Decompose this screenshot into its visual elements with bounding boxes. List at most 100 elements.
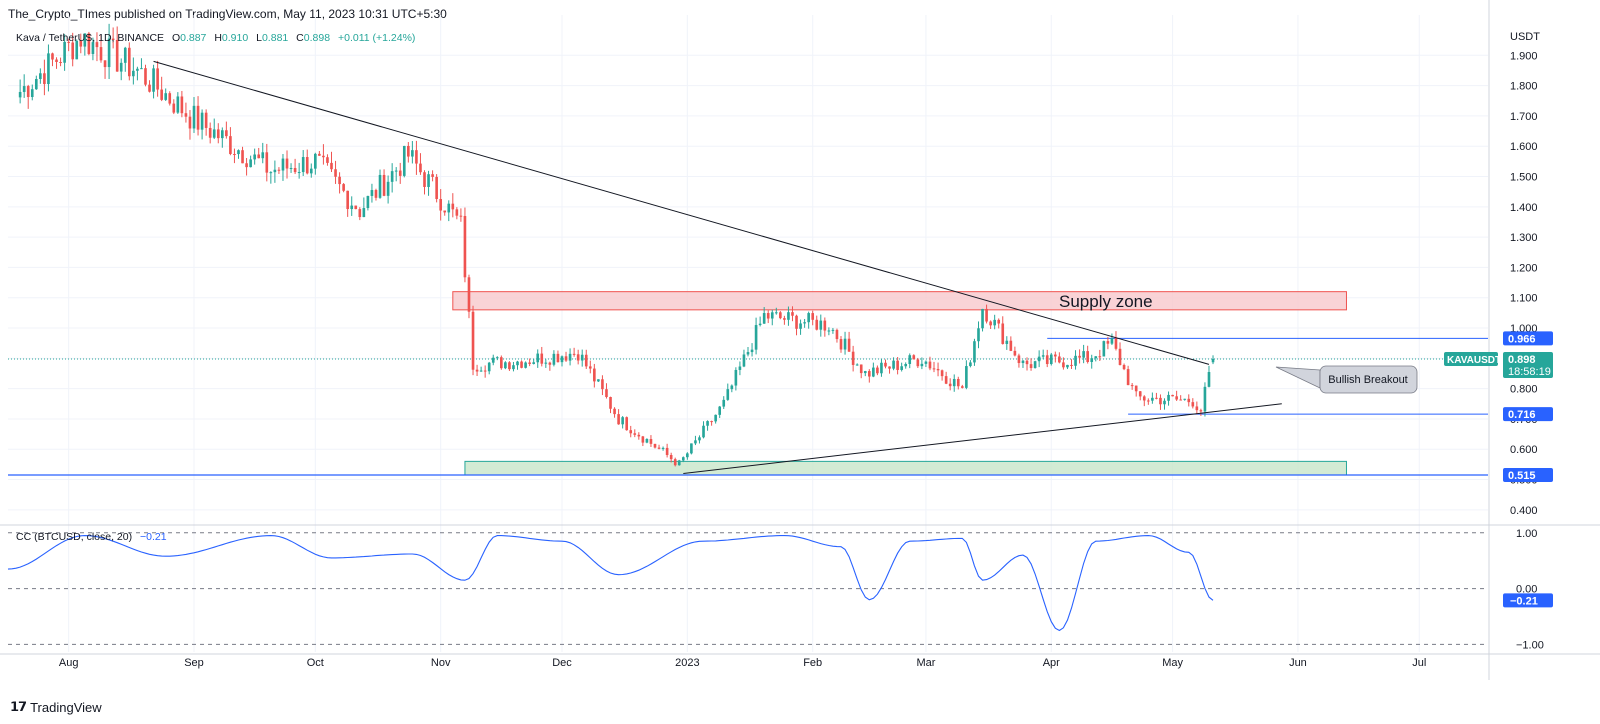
candle-body: [83, 33, 87, 47]
candle-body: [520, 361, 523, 368]
candle-body: [156, 68, 159, 90]
candle-body: [79, 40, 83, 47]
candle-body: [1159, 397, 1162, 405]
candle-body: [289, 168, 293, 170]
axes: USDT 1.900 1.800 1.700 1.600 1.500 1.400 1.300 1…: [0, 0, 1600, 680]
candle-body: [956, 378, 960, 387]
candle-body: [766, 313, 770, 319]
candle-body: [1058, 356, 1061, 363]
candle-body: [221, 130, 224, 139]
candle-body: [774, 312, 778, 314]
candle-body: [932, 368, 936, 370]
candle-body: [783, 318, 786, 320]
candle-body: [1078, 355, 1081, 358]
supply-zone-label: Supply zone: [1059, 292, 1153, 311]
candle-body: [993, 319, 996, 326]
candle-body: [795, 315, 798, 329]
candle-body: [257, 154, 261, 159]
badge-716-text: 0.716: [1508, 409, 1536, 421]
candle-body: [504, 362, 507, 369]
callout-box: [1319, 365, 1418, 394]
badge-515: [1503, 468, 1553, 482]
candle-body: [613, 408, 616, 415]
candle-body: [625, 417, 629, 431]
candle-body: [18, 91, 22, 98]
candle-body: [730, 385, 734, 390]
indicator-pane: [7, 532, 1488, 645]
candle-body: [924, 361, 928, 364]
price-tick-label: 1.500: [1510, 172, 1538, 184]
legend-close: 0.898: [304, 32, 330, 44]
badge-515-text: 0.515: [1508, 470, 1536, 482]
time-tick-label: 2023: [675, 657, 699, 669]
candle-body: [374, 190, 378, 198]
candle-body: [43, 73, 46, 85]
candle-body: [192, 105, 196, 129]
candle-body: [115, 39, 119, 72]
candle-body: [160, 89, 163, 100]
legend-symbol: Kava / TetherUS, 1D, BINANCE: [16, 32, 164, 44]
price-tick-label: 1.100: [1510, 293, 1538, 305]
candle-body: [1074, 355, 1077, 366]
candle-body: [1167, 394, 1170, 401]
candle-body: [1195, 406, 1199, 411]
candle-body: [1183, 398, 1187, 400]
candle-body: [34, 79, 38, 90]
candle-body: [253, 154, 256, 160]
candle-body: [1106, 341, 1110, 344]
candle-body: [249, 159, 252, 168]
candle-body: [245, 163, 248, 168]
legend-low: 0.881: [262, 32, 288, 44]
candle-body: [807, 313, 810, 323]
candle-body: [285, 158, 289, 169]
candle-body: [770, 312, 774, 319]
candle-body: [1049, 354, 1053, 365]
candle-body: [293, 168, 297, 173]
candle-body: [916, 359, 920, 367]
candle-body: [132, 70, 135, 77]
tradingview-logo[interactable]: 𝟭𝟳 TradingView: [10, 699, 102, 715]
candle-body: [471, 311, 475, 370]
candle-body: [1203, 386, 1207, 412]
candle-body: [455, 209, 459, 216]
candle-body: [1086, 351, 1089, 362]
trendlines: [153, 60, 1282, 474]
candle-body: [75, 40, 79, 60]
candle-body: [969, 362, 972, 367]
badge-716: [1503, 407, 1553, 422]
candle-body: [30, 89, 34, 98]
candle-body: [686, 453, 689, 458]
candle-body: [819, 320, 823, 330]
candle-body: [233, 153, 236, 155]
candle-body: [1138, 391, 1142, 397]
candle-body: [1098, 356, 1102, 358]
candle-body: [839, 339, 843, 350]
candle-body: [633, 433, 637, 435]
candle-body: [961, 386, 964, 388]
candle-body: [645, 439, 649, 443]
candle-body: [26, 86, 30, 98]
candle-body: [269, 172, 273, 174]
candle-body: [944, 376, 948, 384]
candle-body: [580, 354, 584, 361]
candle-body: [847, 338, 851, 352]
candle-body: [103, 60, 107, 68]
candle-body: [754, 325, 758, 350]
candle-body: [354, 205, 358, 210]
price-axis-unit: USDT: [1510, 31, 1540, 43]
badge-966: [1503, 331, 1553, 346]
price-tick-label: 1.900: [1510, 50, 1538, 62]
legend-o-label: O: [172, 32, 180, 44]
candle-body: [479, 370, 483, 372]
candle-body: [815, 319, 819, 330]
candle-body: [382, 174, 386, 196]
candle-body: [637, 434, 641, 437]
candle-body: [1054, 354, 1057, 357]
candle-body: [350, 205, 354, 210]
candle-body: [261, 152, 265, 159]
candle-body: [419, 163, 422, 173]
candle-body: [738, 366, 742, 370]
candle-body: [281, 158, 285, 171]
